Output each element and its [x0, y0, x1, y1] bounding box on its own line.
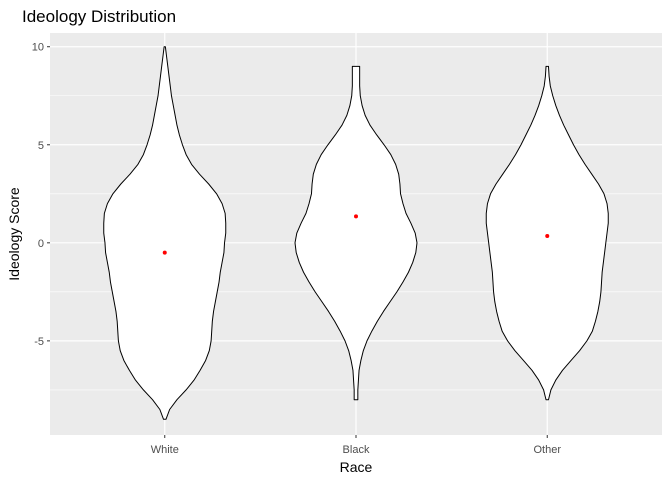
y-axis: -5 0 5 10 [32, 42, 50, 348]
x-tick-label-white: White [151, 444, 179, 456]
x-axis-title: Race [340, 459, 373, 475]
y-tick-label: -5 [34, 336, 44, 348]
y-tick-label: 0 [38, 238, 44, 250]
violin-other [485, 65, 609, 401]
mean-points [162, 214, 550, 255]
y-tick-label: 5 [38, 140, 44, 152]
violins [103, 46, 609, 420]
x-tick-label-other: Other [533, 444, 561, 456]
x-tick-label-black: Black [343, 444, 370, 456]
mean-point-other [545, 233, 550, 238]
chart-title: Ideology Distribution [22, 7, 176, 26]
mean-point-white [162, 250, 167, 255]
violin-white [103, 46, 227, 420]
y-tick-label: 10 [32, 42, 44, 54]
violin-black [294, 65, 418, 401]
mean-point-black [354, 214, 358, 219]
y-axis-title: Ideology Score [6, 187, 22, 281]
x-axis: White Black Other [151, 435, 561, 456]
